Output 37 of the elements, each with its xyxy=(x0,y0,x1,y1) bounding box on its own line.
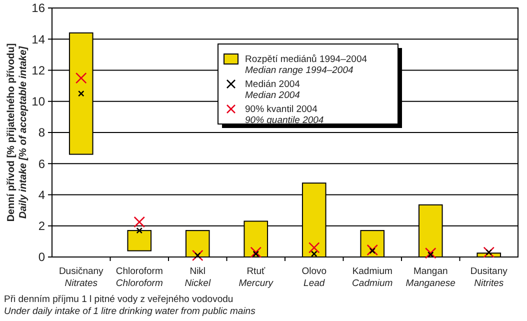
point xyxy=(486,249,492,256)
y-tick-label: 8 xyxy=(38,126,46,140)
y-tick-label: 6 xyxy=(38,156,46,171)
x-tick-label: Dusitany Nitrites xyxy=(470,266,508,289)
y-tick-label: 0 xyxy=(38,250,46,264)
point xyxy=(427,252,434,258)
y-tick-label: 14 xyxy=(32,32,46,46)
x-tick-label: Chloroform Chloroform xyxy=(116,266,163,289)
text: Při denním příjmu 1 l pitné vody z veřejného vodovodu Under daily intake of 1 litre drinking water from public mains xyxy=(4,294,256,317)
x-tick-label: Dusičnany Nitrates xyxy=(58,266,104,289)
x-tick-label: Olovo Lead xyxy=(302,266,327,289)
point xyxy=(250,246,262,258)
legend-label: 90% kvantil 2004 90% quantile 2004 xyxy=(245,104,324,126)
point xyxy=(310,250,318,258)
point xyxy=(78,90,84,97)
y-tick-label: 16 xyxy=(32,1,46,16)
y-tick-label: 4 xyxy=(38,188,46,202)
y-tick-label: 2 xyxy=(38,219,46,234)
point xyxy=(134,216,146,228)
point xyxy=(75,72,87,84)
legend-label: Rozpětí mediánů 1994–2004 Median range 1994–2004 xyxy=(245,54,368,76)
x-tick-label: Mangan Manganese xyxy=(406,266,456,289)
y-axis-title: Denní přívod [% přijatelného přívodu] Daily intake [% of acceptable intake] xyxy=(6,43,29,222)
legend-label: Medián 2004 Median 2004 xyxy=(245,79,300,101)
point xyxy=(369,248,376,254)
point xyxy=(136,227,143,234)
x-tick-label: Kadmium Cadmium xyxy=(352,266,393,289)
point xyxy=(308,242,320,254)
x-tick-label: Nikl Nickel xyxy=(184,266,212,289)
point xyxy=(366,244,378,256)
y-tick-label: 10 xyxy=(32,94,46,109)
x-tick-label: Rtuť Mercury xyxy=(238,266,274,289)
y-tick-label: 12 xyxy=(32,63,46,78)
point xyxy=(424,247,436,259)
point xyxy=(194,252,201,259)
bar xyxy=(127,230,152,252)
point xyxy=(252,250,260,258)
